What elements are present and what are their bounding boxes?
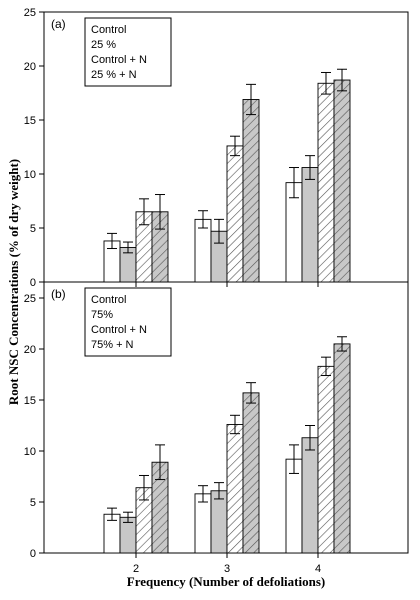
legend-entry: Control bbox=[91, 294, 126, 306]
y-tick-label: 25 bbox=[24, 7, 36, 19]
bar bbox=[226, 424, 244, 554]
panel-label: (a) bbox=[51, 17, 66, 31]
y-tick-label: 15 bbox=[24, 395, 36, 407]
x-axis-title: Frequency (Number of defoliations) bbox=[127, 574, 325, 589]
legend-entry: 75% bbox=[91, 309, 113, 321]
y-tick-label: 5 bbox=[30, 497, 36, 509]
legend-entry: Control bbox=[91, 24, 126, 36]
legend-entry: Control + N bbox=[91, 324, 147, 336]
bar bbox=[317, 365, 335, 554]
bar bbox=[317, 82, 335, 283]
bar bbox=[210, 490, 228, 554]
y-tick-label: 5 bbox=[30, 223, 36, 235]
bar bbox=[242, 392, 260, 554]
panel-label: (b) bbox=[51, 287, 66, 301]
y-tick-label: 0 bbox=[30, 277, 36, 289]
x-tick-label: 2 bbox=[133, 563, 139, 575]
y-tick-label: 20 bbox=[24, 61, 36, 73]
bar bbox=[242, 99, 260, 283]
legend-box bbox=[84, 287, 172, 357]
bar bbox=[194, 218, 212, 283]
bar bbox=[301, 167, 319, 283]
bar bbox=[194, 493, 212, 554]
y-tick-label: 25 bbox=[24, 293, 36, 305]
legend-entry: 75% + N bbox=[91, 339, 134, 351]
bar bbox=[333, 343, 351, 554]
legend-entry: 25 % bbox=[91, 39, 116, 51]
y-tick-label: 15 bbox=[24, 115, 36, 127]
legend-entry: 25 % + N bbox=[91, 69, 137, 81]
panel-b: 0 5 10 15 20 25 2 3 4 (b) Control 75% Control + N 75%… bbox=[24, 287, 351, 575]
panel-a: 0 5 10 15 20 25 (a) Control 25 % Control + N 25 % … bbox=[24, 7, 351, 289]
y-tick-label: 0 bbox=[30, 548, 36, 560]
y-tick-label: 10 bbox=[24, 169, 36, 181]
y-tick-label: 10 bbox=[24, 446, 36, 458]
x-tick-label: 4 bbox=[315, 563, 321, 575]
x-tick-label: 3 bbox=[224, 563, 230, 575]
bar bbox=[301, 437, 319, 554]
legend-entry: Control + N bbox=[91, 54, 147, 66]
legend-box bbox=[84, 17, 172, 87]
y-tick-label: 20 bbox=[24, 344, 36, 356]
bar bbox=[226, 145, 244, 283]
y-axis-title: Root NSC Concentrations (% of dry weight… bbox=[6, 159, 21, 405]
bar bbox=[333, 79, 351, 283]
